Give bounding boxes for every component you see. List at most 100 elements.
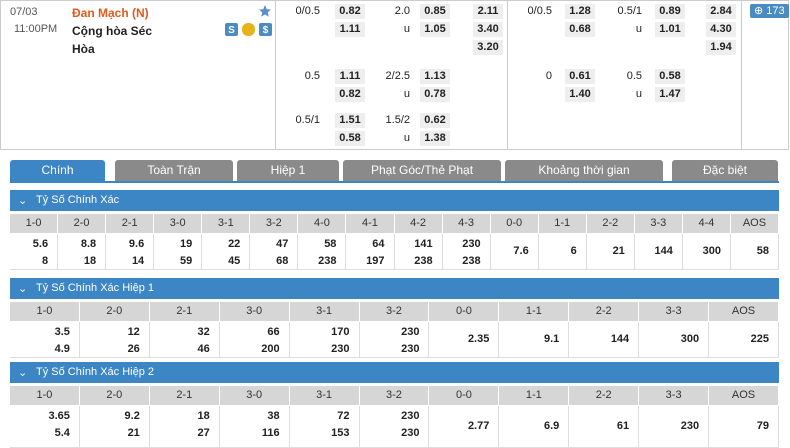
odds[interactable]: 79 bbox=[756, 420, 769, 432]
odds[interactable]: 230 bbox=[331, 343, 350, 355]
odds[interactable]: 0.89 bbox=[655, 4, 685, 19]
odds[interactable]: 238 bbox=[462, 255, 481, 267]
odds[interactable]: 225 bbox=[750, 333, 769, 345]
odds[interactable]: 1.38 bbox=[420, 131, 450, 146]
odds[interactable]: 6.9 bbox=[543, 420, 560, 432]
favorite-star[interactable] bbox=[258, 4, 272, 18]
odds-1x2[interactable]: 3.20 bbox=[473, 40, 503, 55]
odds[interactable]: 45 bbox=[228, 255, 241, 267]
section-header[interactable]: Tỷ Số Chính Xác bbox=[10, 190, 779, 211]
odds[interactable]: 0.82 bbox=[335, 87, 365, 102]
odds[interactable]: 230 bbox=[401, 326, 420, 338]
odds[interactable]: 197 bbox=[366, 255, 385, 267]
odds[interactable]: 9.1 bbox=[543, 333, 560, 345]
section-header[interactable]: Tỷ Số Chính Xác Hiệp 1 bbox=[10, 278, 779, 299]
odds[interactable]: 19 bbox=[180, 238, 193, 250]
odds[interactable]: 66 bbox=[267, 326, 280, 338]
odds[interactable]: 7.6 bbox=[513, 245, 529, 257]
odds[interactable]: 2.77 bbox=[467, 420, 490, 432]
odds-1x2[interactable]: 4.30 bbox=[706, 22, 736, 37]
tab[interactable]: Phạt Góc/Thẻ Phạt bbox=[343, 160, 501, 181]
odds[interactable]: 12 bbox=[127, 326, 140, 338]
odds[interactable]: 238 bbox=[414, 255, 433, 267]
odds[interactable]: 1.01 bbox=[655, 22, 685, 37]
odds[interactable]: 1.11 bbox=[335, 69, 365, 84]
odds[interactable]: 200 bbox=[261, 343, 280, 355]
odds[interactable]: 22 bbox=[228, 238, 241, 250]
odds[interactable]: 5.4 bbox=[54, 427, 70, 439]
odds[interactable]: 230 bbox=[680, 420, 700, 432]
odds-1x2[interactable]: 2.11 bbox=[473, 4, 503, 19]
odds[interactable]: 72 bbox=[337, 410, 350, 422]
away-team[interactable]: Cộng hòa Séc bbox=[72, 24, 153, 38]
odds[interactable]: 61 bbox=[616, 420, 630, 432]
odds[interactable]: 0.85 bbox=[420, 4, 450, 19]
odds[interactable]: 230 bbox=[401, 343, 420, 355]
odds[interactable]: 144 bbox=[654, 245, 673, 257]
odds[interactable]: 153 bbox=[331, 427, 350, 439]
odds[interactable]: 230 bbox=[401, 427, 420, 439]
odds[interactable]: 230 bbox=[462, 238, 481, 250]
odds[interactable]: 0.78 bbox=[420, 87, 450, 102]
odds[interactable]: 58 bbox=[756, 245, 769, 257]
odds[interactable]: 5.6 bbox=[32, 238, 49, 250]
odds[interactable]: 3.65 bbox=[48, 410, 70, 422]
odds[interactable]: 0.61 bbox=[565, 69, 595, 84]
tab[interactable]: Khoảng thời gian bbox=[505, 160, 663, 181]
odds[interactable]: 1.28 bbox=[565, 4, 595, 19]
odds[interactable]: 0.62 bbox=[420, 113, 450, 128]
odds[interactable]: 1.47 bbox=[655, 87, 685, 102]
odds[interactable]: 6 bbox=[570, 245, 577, 257]
odds[interactable]: 9.6 bbox=[128, 238, 145, 250]
odds[interactable]: 0.82 bbox=[335, 4, 365, 19]
odds[interactable]: 2.35 bbox=[467, 333, 490, 345]
odds-1x2[interactable]: 3.40 bbox=[473, 22, 503, 37]
odds[interactable]: 26 bbox=[127, 343, 140, 355]
odds[interactable]: 21 bbox=[612, 245, 625, 257]
odds[interactable]: 141 bbox=[414, 238, 433, 250]
odds[interactable]: 1.13 bbox=[420, 69, 450, 84]
odds[interactable]: 300 bbox=[702, 245, 721, 257]
odds[interactable]: 1.11 bbox=[335, 22, 365, 37]
odds[interactable]: 27 bbox=[197, 427, 210, 439]
odds[interactable]: 0.68 bbox=[565, 22, 595, 37]
odds[interactable]: 38 bbox=[267, 410, 280, 422]
odds[interactable]: 47 bbox=[276, 238, 289, 250]
odds[interactable]: 58 bbox=[324, 238, 337, 250]
odds[interactable]: 21 bbox=[127, 427, 140, 439]
odds[interactable]: 1.40 bbox=[565, 87, 595, 102]
more-badge[interactable]: ⊕ 173 bbox=[750, 4, 789, 18]
odds[interactable]: 0.58 bbox=[335, 131, 365, 146]
odds[interactable]: 170 bbox=[331, 326, 350, 338]
odds[interactable]: 64 bbox=[372, 238, 385, 250]
odds[interactable]: 230 bbox=[401, 410, 420, 422]
odds-1x2[interactable]: 1.94 bbox=[706, 40, 736, 55]
odds[interactable]: 4.9 bbox=[54, 343, 70, 355]
icons[interactable]: S $ bbox=[224, 22, 274, 37]
odds[interactable]: 32 bbox=[197, 326, 210, 338]
odds[interactable]: 9.2 bbox=[124, 410, 140, 422]
section-header[interactable]: Tỷ Số Chính Xác Hiệp 2 bbox=[10, 362, 779, 383]
odds[interactable]: 18 bbox=[83, 255, 97, 267]
odds[interactable]: 8.8 bbox=[80, 238, 97, 250]
odds[interactable]: 144 bbox=[610, 333, 630, 345]
odds[interactable]: 116 bbox=[261, 427, 280, 439]
tab[interactable]: Chính bbox=[10, 160, 105, 181]
odds[interactable]: 300 bbox=[680, 333, 700, 345]
odds[interactable]: 0.58 bbox=[655, 69, 685, 84]
odds-1x2[interactable]: 2.84 bbox=[706, 4, 736, 19]
home-team[interactable]: Đan Mạch (N) bbox=[72, 6, 149, 20]
odds[interactable]: 238 bbox=[318, 255, 337, 267]
odds[interactable]: 3.5 bbox=[54, 326, 70, 338]
tab[interactable]: Toàn Trận bbox=[115, 160, 233, 181]
tab[interactable]: Đặc biệt bbox=[672, 160, 778, 181]
odds[interactable]: 1.05 bbox=[420, 22, 450, 37]
odds[interactable]: 14 bbox=[131, 255, 145, 267]
tab[interactable]: Hiệp 1 bbox=[237, 160, 339, 181]
odds[interactable]: 18 bbox=[197, 410, 210, 422]
odds[interactable]: 1.51 bbox=[335, 113, 365, 128]
odds[interactable]: 8 bbox=[41, 255, 49, 267]
odds[interactable]: 59 bbox=[180, 255, 193, 267]
odds[interactable]: 46 bbox=[197, 343, 210, 355]
odds[interactable]: 68 bbox=[276, 255, 289, 267]
